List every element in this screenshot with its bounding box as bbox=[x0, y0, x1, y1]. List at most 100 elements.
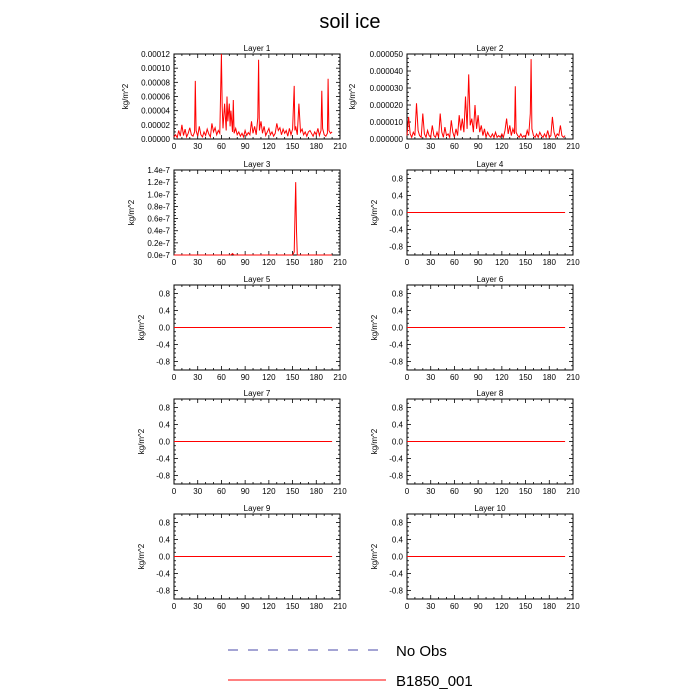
chart-panel-layer-10: Layer 10 0 30 60 90 120 150 180 210 -0.8 -0.4 0.0 0.… bbox=[370, 504, 580, 611]
x-tick-label: 150 bbox=[286, 142, 300, 151]
x-tick-label: 30 bbox=[193, 373, 202, 382]
y-tick-label: -0.8 bbox=[156, 472, 170, 481]
x-tick-label: 90 bbox=[241, 487, 250, 496]
y-axis-label: kg/m^2 bbox=[370, 543, 379, 569]
y-tick-label: 0.0 bbox=[159, 438, 171, 447]
x-tick-label: 210 bbox=[566, 373, 580, 382]
x-tick-label: 60 bbox=[217, 142, 226, 151]
y-tick-label: -0.4 bbox=[389, 570, 403, 579]
panel-title: Layer 9 bbox=[244, 504, 271, 513]
panel-title: Layer 5 bbox=[244, 275, 271, 284]
y-tick-label: 0.000020 bbox=[370, 101, 404, 110]
y-tick-label: 0.8 bbox=[392, 175, 404, 184]
x-tick-label: 60 bbox=[450, 373, 459, 382]
x-tick-label: 150 bbox=[286, 602, 300, 611]
x-tick-label: 150 bbox=[286, 373, 300, 382]
y-tick-label: -0.8 bbox=[389, 587, 403, 596]
y-tick-label: 0.00000 bbox=[141, 135, 170, 144]
x-tick-label: 120 bbox=[495, 373, 509, 382]
y-tick-label: 0.8 bbox=[392, 404, 404, 413]
x-tick-label: 120 bbox=[262, 373, 276, 382]
legend: No Obs B1850_001 bbox=[228, 643, 473, 690]
y-tick-label: 1.4e-7 bbox=[147, 166, 170, 175]
x-tick-label: 90 bbox=[241, 258, 250, 267]
x-tick-label: 0 bbox=[172, 373, 177, 382]
y-tick-label: 0.8 bbox=[159, 404, 171, 413]
x-tick-label: 30 bbox=[426, 142, 435, 151]
y-tick-label: 0.0 bbox=[392, 553, 404, 562]
y-axis-label: kg/m^2 bbox=[370, 428, 379, 454]
x-tick-label: 210 bbox=[333, 373, 347, 382]
chart-panel-layer-2: Layer 2 0 30 60 90 120 150 180 210 0.000000 0.0000… bbox=[348, 44, 580, 151]
x-tick-label: 90 bbox=[241, 142, 250, 151]
y-tick-label: 0.000040 bbox=[370, 67, 404, 76]
x-tick-label: 150 bbox=[286, 487, 300, 496]
x-tick-label: 90 bbox=[474, 258, 483, 267]
x-tick-label: 150 bbox=[286, 258, 300, 267]
panel-title: Layer 3 bbox=[244, 160, 271, 169]
x-tick-label: 90 bbox=[241, 373, 250, 382]
chart-panel-layer-7: Layer 7 0 30 60 90 120 150 180 210 -0.8 -0.4 0.0 0.4… bbox=[137, 389, 347, 496]
y-tick-label: 0.8 bbox=[159, 290, 171, 299]
y-tick-label: 0.000000 bbox=[370, 135, 404, 144]
panel-title: Layer 1 bbox=[244, 44, 271, 53]
y-tick-label: 0.00012 bbox=[141, 50, 170, 59]
x-tick-label: 90 bbox=[241, 602, 250, 611]
x-tick-label: 30 bbox=[193, 602, 202, 611]
x-tick-label: 210 bbox=[566, 258, 580, 267]
x-tick-label: 120 bbox=[495, 487, 509, 496]
x-tick-label: 180 bbox=[543, 487, 557, 496]
x-tick-label: 60 bbox=[217, 258, 226, 267]
x-tick-label: 210 bbox=[566, 602, 580, 611]
x-tick-label: 120 bbox=[262, 258, 276, 267]
x-tick-label: 150 bbox=[519, 602, 533, 611]
y-axis-label: kg/m^2 bbox=[370, 199, 379, 225]
chart-panel-layer-8: Layer 8 0 30 60 90 120 150 180 210 -0.8 -0.4 0.0 0.4… bbox=[370, 389, 580, 496]
y-tick-label: 0.0 bbox=[159, 324, 171, 333]
x-tick-label: 210 bbox=[333, 258, 347, 267]
x-tick-label: 210 bbox=[333, 142, 347, 151]
y-tick-label: 0.4 bbox=[392, 192, 404, 201]
x-tick-label: 60 bbox=[450, 602, 459, 611]
x-tick-label: 60 bbox=[217, 487, 226, 496]
y-tick-label: 0.4 bbox=[392, 536, 404, 545]
x-tick-label: 30 bbox=[193, 258, 202, 267]
chart-panel-layer-9: Layer 9 0 30 60 90 120 150 180 210 -0.8 -0.4 0.0 0.4… bbox=[137, 504, 347, 611]
x-tick-label: 0 bbox=[172, 142, 177, 151]
x-tick-label: 210 bbox=[566, 142, 580, 151]
y-tick-label: -0.8 bbox=[156, 358, 170, 367]
x-tick-label: 90 bbox=[474, 142, 483, 151]
x-tick-label: 180 bbox=[543, 258, 557, 267]
x-tick-label: 180 bbox=[543, 602, 557, 611]
x-tick-label: 120 bbox=[495, 602, 509, 611]
chart-panel-layer-4: Layer 4 0 30 60 90 120 150 180 210 -0.8 -0.4 0.0 0.4… bbox=[370, 160, 580, 267]
y-tick-label: 0.4 bbox=[159, 536, 171, 545]
y-tick-label: 0.0 bbox=[392, 438, 404, 447]
y-tick-label: 1.0e-7 bbox=[147, 190, 170, 199]
y-axis-label: kg/m^2 bbox=[127, 199, 136, 225]
x-tick-label: 30 bbox=[426, 602, 435, 611]
y-axis-label: kg/m^2 bbox=[137, 314, 146, 340]
y-tick-label: -0.4 bbox=[156, 455, 170, 464]
x-tick-label: 120 bbox=[495, 258, 509, 267]
panel-title: Layer 8 bbox=[477, 389, 504, 398]
panel-title: Layer 10 bbox=[474, 504, 506, 513]
y-tick-label: 0.00002 bbox=[141, 121, 170, 130]
x-tick-label: 60 bbox=[217, 373, 226, 382]
y-tick-label: 0.00010 bbox=[141, 64, 170, 73]
x-tick-label: 90 bbox=[474, 373, 483, 382]
y-tick-label: 0.00008 bbox=[141, 78, 170, 87]
panel-title: Layer 6 bbox=[477, 275, 504, 284]
x-tick-label: 90 bbox=[474, 602, 483, 611]
series-line-b1850-001 bbox=[174, 182, 333, 256]
panel-title: Layer 4 bbox=[477, 160, 504, 169]
y-axis-label: kg/m^2 bbox=[348, 83, 357, 109]
chart-panel-layer-6: Layer 6 0 30 60 90 120 150 180 210 -0.8 -0.4 0.0 0.4… bbox=[370, 275, 580, 382]
panels: Layer 10 30 60 90 120 150 180 2100.000000.00002… bbox=[121, 44, 580, 611]
x-tick-label: 0 bbox=[405, 373, 410, 382]
y-tick-label: -0.4 bbox=[389, 455, 403, 464]
y-tick-label: 0.000030 bbox=[370, 84, 404, 93]
y-tick-label: -0.8 bbox=[389, 472, 403, 481]
y-tick-label: -0.4 bbox=[389, 341, 403, 350]
